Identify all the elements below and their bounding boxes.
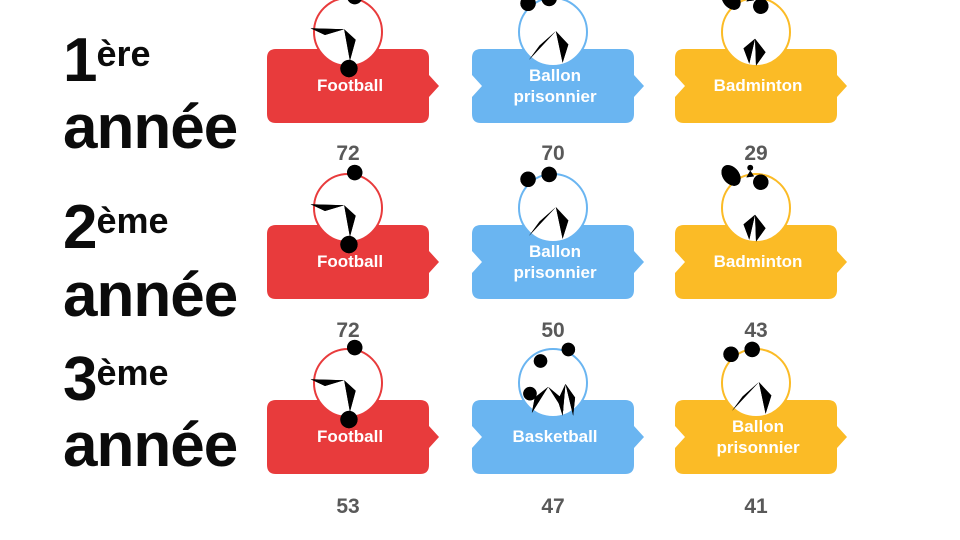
sport-banner-row1-badminton: Badminton [675, 0, 847, 123]
sport-label: Football [316, 427, 384, 447]
badminton-player-icon [717, 0, 776, 66]
sport-value: 29 [744, 142, 768, 165]
sport-value: 72 [336, 142, 360, 165]
football-player-icon [310, 164, 369, 254]
icon-circle [518, 348, 588, 418]
year-3-word: année [63, 411, 238, 480]
year-3-ordinal: 3ème [63, 349, 169, 411]
dodgeball-player-icon [723, 341, 780, 414]
year-2-ordinal: 2ème [63, 197, 169, 259]
year-2-word: année [63, 261, 238, 330]
sport-value: 72 [336, 319, 360, 342]
sport-label: Football [316, 252, 384, 272]
basketball-players-icon [523, 342, 576, 416]
year-2-suffix: ème [96, 200, 169, 241]
year-1-number: 1 [63, 26, 97, 95]
year-1-word: année [63, 93, 238, 162]
sport-value: 47 [541, 495, 565, 518]
sport-label: Badminton [713, 76, 803, 96]
sport-banner-row1-ballon-prisonnier: Ballon prisonnier [472, 0, 644, 123]
sport-label: Ballon prisonnier [513, 241, 597, 282]
sport-banner-row3-basketball: Basketball [472, 342, 644, 474]
year-1-suffix: ère [96, 33, 151, 74]
sport-value: 43 [744, 319, 768, 342]
dodgeball-player-icon [520, 166, 577, 239]
sport-label: Basketball [512, 427, 598, 447]
sport-label: Ballon prisonnier [513, 65, 597, 106]
year-1-ordinal: 1ère [63, 30, 151, 92]
football-player-icon [310, 339, 369, 429]
sport-label: Ballon prisonnier [716, 416, 800, 457]
badminton-player-icon [717, 162, 776, 242]
sport-value: 50 [541, 319, 565, 342]
sport-value: 53 [336, 495, 360, 518]
sport-label: Badminton [713, 252, 803, 272]
sport-value: 70 [541, 142, 565, 165]
sport-label: Football [316, 76, 384, 96]
sport-banner-row3-ballon-prisonnier: Ballon prisonnier [675, 341, 847, 474]
dodgeball-player-icon [520, 0, 577, 63]
sport-banner-row2-football: Football [267, 164, 439, 299]
year-2-number: 2 [63, 193, 97, 262]
sport-banner-row2-ballon-prisonnier: Ballon prisonnier [472, 166, 644, 299]
year-3-suffix: ème [96, 352, 169, 393]
sport-banner-row2-badminton: Badminton [675, 162, 847, 299]
sport-banner-row3-football: Football [267, 339, 439, 474]
sport-banner-row1-football: Football [267, 0, 439, 123]
sport-value: 41 [744, 495, 768, 518]
year-3-number: 3 [63, 345, 97, 414]
football-player-icon [310, 0, 369, 78]
icon-circle [518, 0, 588, 67]
